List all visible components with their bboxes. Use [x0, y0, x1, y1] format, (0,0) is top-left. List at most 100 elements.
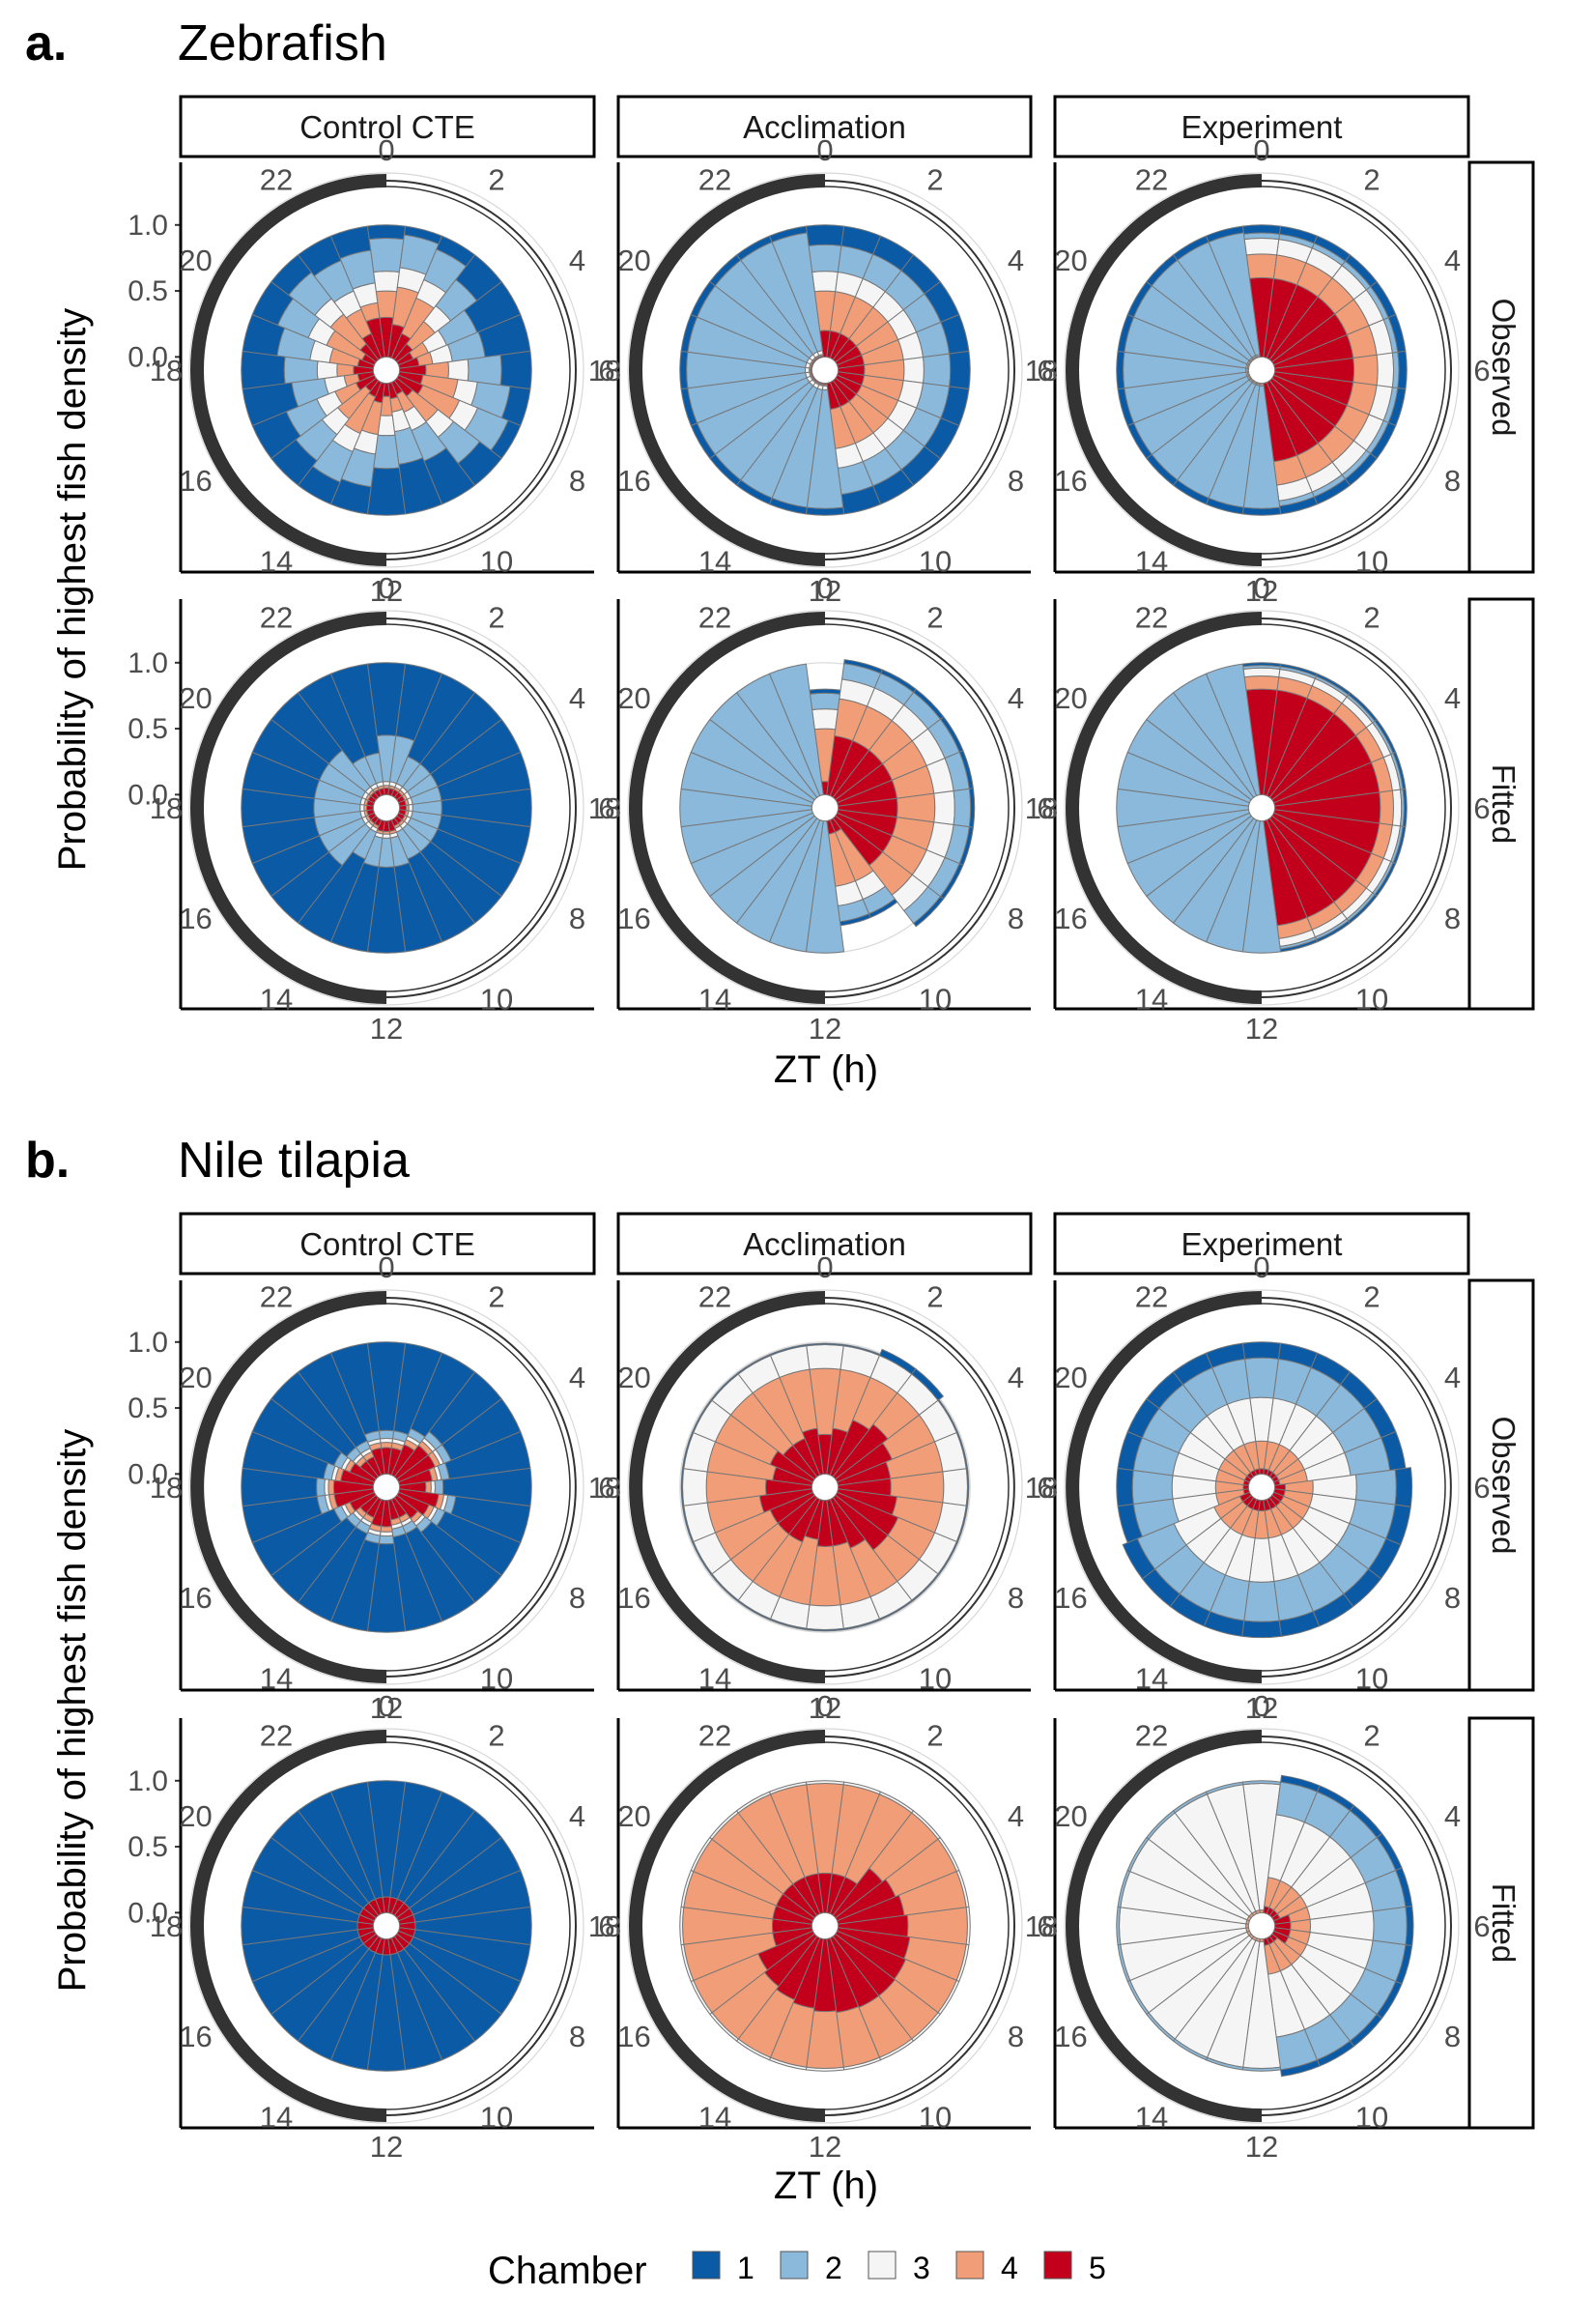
hour-label: 14 — [260, 982, 293, 1016]
bar-segment-chamber-3 — [316, 360, 338, 380]
hour-label: 0 — [816, 1689, 833, 1723]
r-tick-label: 0.5 — [128, 713, 168, 745]
hour-label: 22 — [1135, 1280, 1168, 1314]
hour-label: 6 — [1037, 1471, 1053, 1505]
hour-label: 12 — [370, 1012, 403, 1046]
bar-segment-chamber-3 — [811, 708, 839, 731]
hour-label: 20 — [1054, 1799, 1087, 1833]
hour-label: 18 — [150, 1909, 183, 1943]
strip-0-0: Control CTE — [179, 95, 596, 158]
r-tick-label: 0.0 — [128, 1897, 168, 1929]
dark-phase-ring — [190, 1730, 387, 2122]
polar-plot-1-0-0: 0 2 4 6 8 10 12 14 16 18 20 22 — [150, 1250, 615, 1725]
hour-label: 20 — [617, 1799, 650, 1833]
hour-label: 16 — [617, 902, 650, 935]
bar-segment-chamber-2 — [434, 1478, 444, 1496]
hour-label: 8 — [1008, 1581, 1024, 1615]
legend-swatch-4 — [955, 2251, 984, 2280]
light-phase-ring — [824, 1297, 1015, 1678]
bar-segment-chamber-3 — [811, 271, 839, 293]
bar-segment-chamber-1 — [913, 896, 945, 928]
hour-label: 10 — [919, 2100, 952, 2134]
bar-segment-chamber-1 — [329, 1342, 380, 1436]
hour-label: 4 — [1444, 244, 1461, 277]
hour-label: 18 — [588, 791, 621, 825]
hour-label: 10 — [919, 544, 952, 578]
hour-label: 20 — [617, 244, 650, 277]
dark-phase-ring — [190, 612, 387, 1004]
hour-label: 14 — [1135, 1661, 1168, 1695]
light-phase-ring — [1261, 617, 1452, 998]
hour-label: 0 — [1253, 1689, 1269, 1723]
hour-label: 14 — [1135, 2100, 1168, 2134]
hour-label: 18 — [588, 354, 621, 387]
hour-label: 14 — [1135, 982, 1168, 1016]
hour-label: 8 — [569, 2020, 585, 2053]
polar-plot-1-0-1: 0 2 4 6 8 10 12 14 16 18 20 22 — [150, 1689, 615, 2164]
hour-label: 2 — [926, 1719, 943, 1753]
bar-segment-chamber-1 — [366, 467, 407, 516]
bar-segment-chamber-2 — [1205, 1781, 1244, 1795]
bar-segment-chamber-2 — [922, 353, 952, 387]
panel-title-a: Zebrafish — [178, 15, 387, 72]
bar-segment-chamber-1 — [679, 350, 689, 390]
hour-label: 18 — [150, 791, 183, 825]
light-phase-ring — [385, 1297, 577, 1678]
hour-label: 2 — [488, 601, 504, 635]
hour-label: 0 — [1253, 1250, 1269, 1284]
hour-label: 2 — [926, 1280, 943, 1314]
hour-label: 16 — [179, 1581, 212, 1615]
hour-label: 22 — [1135, 1719, 1168, 1753]
hour-label: 4 — [1008, 244, 1024, 277]
hour-label: 4 — [569, 1799, 585, 1833]
y-axis-title-b: Probability of highest fish density — [51, 1429, 94, 1993]
bar-segment-chamber-2 — [378, 1535, 395, 1545]
hour-label: 18 — [1025, 1471, 1058, 1505]
bar-segment-chamber-1 — [805, 224, 845, 246]
bar-segment-chamber-3 — [382, 781, 391, 787]
hour-label: 18 — [1025, 354, 1058, 387]
bar-segment-chamber-2 — [808, 244, 842, 273]
hour-label: 14 — [698, 544, 731, 578]
hour-label: 4 — [569, 1361, 585, 1394]
hour-label: 6 — [1473, 791, 1490, 825]
legend-label-2: 2 — [825, 2251, 842, 2285]
hour-label: 2 — [926, 601, 943, 635]
row-strip-1-0: Observed — [1467, 1278, 1535, 1692]
hour-label: 12 — [1245, 1691, 1278, 1725]
polar-plot-1-1-0: 0 2 4 6 8 10 12 14 16 18 20 22 — [588, 1250, 1054, 1725]
hour-label: 0 — [1253, 133, 1269, 167]
bar-segment-chamber-1 — [1241, 1341, 1282, 1360]
column-label: Control CTE — [299, 1226, 475, 1262]
legend-swatch-5 — [1043, 2251, 1072, 2280]
bar-segment-chamber-4 — [380, 1442, 393, 1449]
hour-label: 0 — [816, 571, 833, 605]
bar-segment-chamber-2 — [467, 354, 502, 387]
r-tick-label: 0.5 — [128, 275, 168, 307]
bar-segment-chamber-1 — [1205, 225, 1244, 244]
strip-0-1: Acclimation — [616, 95, 1033, 158]
bar-segment-chamber-3 — [806, 1604, 844, 1630]
hour-label: 16 — [617, 2020, 650, 2053]
strip-1-1: Acclimation — [616, 1212, 1033, 1276]
hour-label: 2 — [1363, 1280, 1380, 1314]
hour-label: 8 — [1008, 464, 1024, 498]
legend: Chamber 1 2 3 4 5 — [488, 2250, 1106, 2292]
hour-label: 16 — [1054, 902, 1087, 935]
panel-title-b: Nile tilapia — [178, 1133, 410, 1189]
bar-segment-chamber-2 — [378, 1429, 395, 1440]
bar-segment-chamber-2 — [1243, 1580, 1280, 1622]
hour-label: 0 — [378, 571, 394, 605]
bar-segment-chamber-1 — [1405, 1905, 1414, 1947]
hour-label: 4 — [569, 244, 585, 277]
bar-segment-chamber-1 — [329, 1781, 384, 1900]
dark-phase-ring — [629, 1291, 826, 1683]
hour-label: 16 — [179, 464, 212, 498]
hour-label: 14 — [698, 1661, 731, 1695]
hour-label: 10 — [1355, 544, 1388, 578]
hour-label: 20 — [179, 681, 212, 715]
hour-label: 2 — [488, 1719, 504, 1753]
hour-label: 22 — [698, 601, 731, 635]
bar-segment-chamber-1 — [1116, 350, 1125, 390]
hour-label: 14 — [260, 2100, 293, 2134]
